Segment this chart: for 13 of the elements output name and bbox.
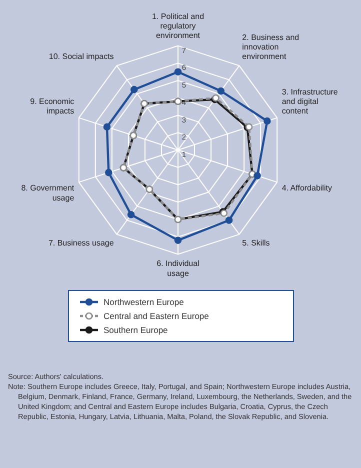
spoke-label: 6. Individual usage	[156, 259, 200, 278]
legend-label: Northwestern Europe	[104, 297, 184, 307]
legend-label: Central and Eastern Europe	[104, 311, 209, 321]
spoke-label: 4. Affordability	[282, 184, 332, 193]
spoke-label: 5. Skills	[242, 238, 270, 248]
spoke-label: 1. Political and regulatory environment	[152, 12, 204, 40]
spoke-label: 3. Infrastructure and digital content	[282, 87, 338, 116]
spoke-label: 8. Government usage	[21, 184, 75, 202]
spoke-label: 7. Business usage	[48, 238, 114, 248]
spoke-label: 10. Social impacts	[48, 52, 114, 62]
spoke-label: 9. Economic impacts	[30, 97, 74, 116]
legend-label: Southern Europe	[104, 325, 168, 335]
spoke-label: 2. Business and innovation environment	[242, 32, 300, 62]
